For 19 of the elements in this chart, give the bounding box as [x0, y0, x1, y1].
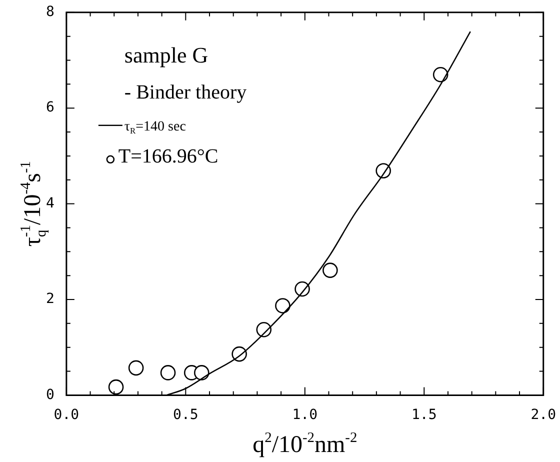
y-tick-label: 8 — [46, 4, 54, 20]
point — [108, 379, 124, 395]
legend-label: T=166.96°C — [118, 145, 218, 168]
y-tick-label: 2 — [46, 291, 54, 308]
point — [432, 66, 448, 82]
x-tick-label: 1.0 — [292, 407, 318, 424]
x-tick-label: 1.5 — [411, 407, 437, 424]
point — [128, 360, 144, 376]
annotation: - Binder theory — [124, 81, 247, 104]
annotation: sample G — [124, 42, 208, 68]
x-tick-label: 2.0 — [530, 407, 556, 424]
y-tick-label: 0 — [46, 386, 54, 403]
x-tick-label: 0.5 — [173, 407, 198, 424]
point — [275, 298, 290, 314]
point — [194, 365, 210, 380]
x-tick-label: 0.0 — [54, 407, 80, 424]
y-tick-label: 6 — [46, 100, 54, 116]
point — [160, 365, 176, 380]
point — [322, 262, 338, 278]
